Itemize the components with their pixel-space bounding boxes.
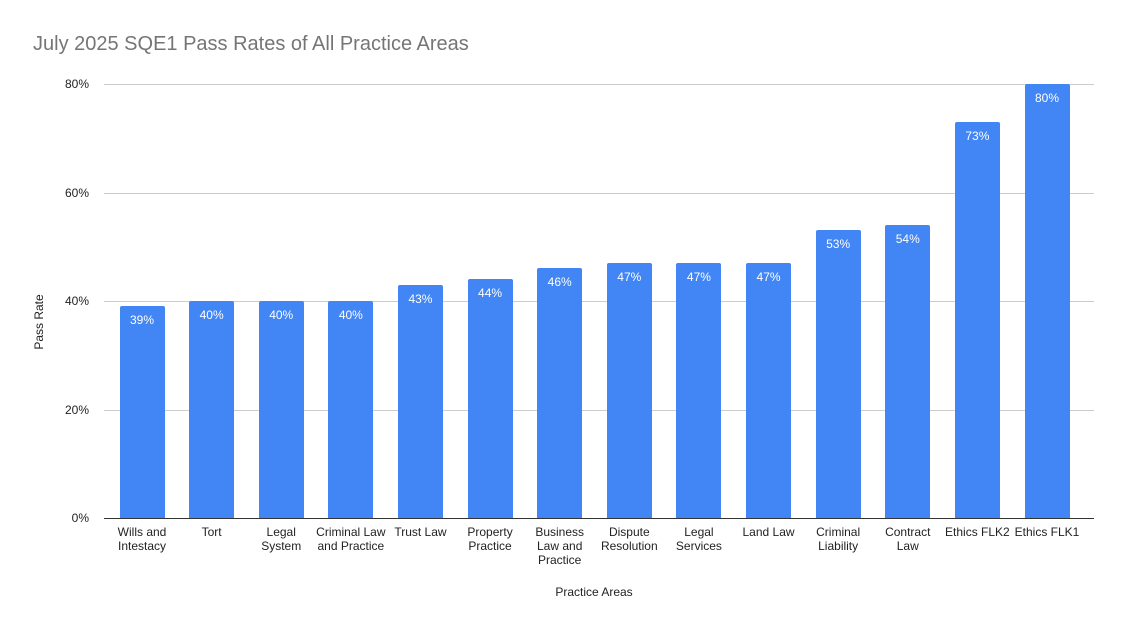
y-tick-label: 80% <box>64 77 89 91</box>
chart-title: July 2025 SQE1 Pass Rates of All Practic… <box>33 33 469 55</box>
y-tick-label: 0% <box>71 511 89 525</box>
x-category-label: Dispute Resolution <box>600 525 658 553</box>
bar-value-label: 73% <box>965 128 990 143</box>
bar[interactable]: 40% <box>328 301 374 518</box>
gridline <box>104 409 1094 411</box>
bar-value-label: 46% <box>547 275 572 290</box>
bar[interactable]: 40% <box>189 301 235 518</box>
x-category-label: Legal Services <box>675 525 722 553</box>
bar-value-label: 44% <box>478 286 503 301</box>
y-axis-label: Pass Rate <box>32 294 46 350</box>
bar[interactable]: 53% <box>815 230 861 518</box>
y-tick-label: 60% <box>64 185 89 200</box>
x-category-label: Criminal Liability <box>816 525 861 553</box>
gridline <box>104 301 1094 302</box>
bar[interactable]: 54% <box>885 225 931 518</box>
x-category-label: Wills and Intestacy <box>117 525 167 553</box>
bar[interactable]: 39% <box>119 306 165 518</box>
bar-value-label: 47% <box>617 270 642 285</box>
gridline <box>104 84 1094 85</box>
x-category-label: Legal System <box>261 525 302 553</box>
bar-value-label: 53% <box>826 237 851 252</box>
bar-value-label: 40% <box>199 308 224 322</box>
bar-value-label: 47% <box>756 270 781 285</box>
y-tick-label: 20% <box>64 402 89 417</box>
bar[interactable]: 44% <box>467 279 513 518</box>
x-axis-line <box>104 518 1094 519</box>
bar-value-label: 80% <box>1034 91 1060 105</box>
x-category-label: Ethics FLK1 <box>1014 525 1080 539</box>
bar[interactable]: 40% <box>258 301 304 518</box>
bar[interactable]: 80% <box>1024 84 1070 518</box>
x-category-label: Contract Law <box>885 525 931 553</box>
x-category-label: Criminal Law and Practice <box>316 525 386 553</box>
bar[interactable]: 47% <box>676 263 722 518</box>
x-category-label: Ethics FLK2 <box>945 525 1010 539</box>
x-category-label: Trust Law <box>394 525 447 539</box>
bar-value-label: 40% <box>269 308 294 322</box>
x-category-label: Tort <box>201 525 222 539</box>
bar-value-label: 39% <box>129 313 155 328</box>
gridline <box>104 192 1094 194</box>
plot-area: 39% 40% 40% 40% 43% 44% 46% 47% 47% 47% 53% 54% 73% 8… <box>104 84 1094 519</box>
bar[interactable]: 43% <box>397 284 443 518</box>
bar-value-label: 54% <box>895 232 920 247</box>
x-axis-label: Practice Areas <box>555 585 633 599</box>
bar-value-label: 47% <box>686 270 711 285</box>
x-category-label: Land Law <box>742 525 795 539</box>
bar-value-label: 40% <box>338 308 363 322</box>
bar[interactable]: 73% <box>954 121 1000 518</box>
bar-value-label: 43% <box>408 291 433 306</box>
bar[interactable]: 46% <box>537 268 583 518</box>
x-category-label: Business Law and Practice <box>535 525 585 567</box>
y-tick-label: 40% <box>64 294 89 308</box>
bar[interactable]: 47% <box>606 263 652 518</box>
x-category-label: Property Practice <box>467 525 513 553</box>
bar[interactable]: 47% <box>746 263 792 518</box>
